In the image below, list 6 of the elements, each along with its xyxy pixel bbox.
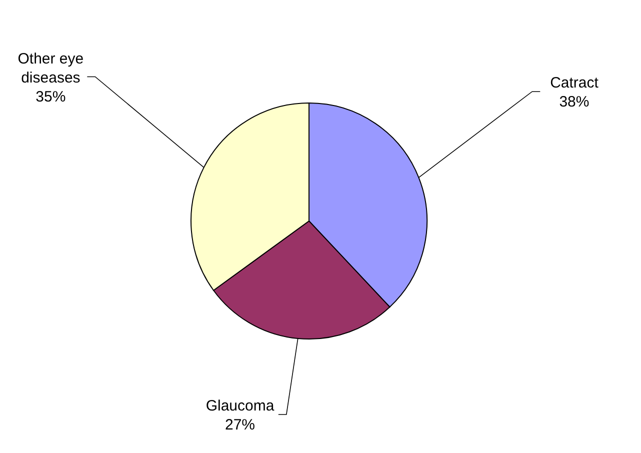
slice-label: Other eye diseases bbox=[18, 50, 84, 87]
data-label: 27% bbox=[225, 416, 256, 434]
data-label: 35% bbox=[36, 88, 66, 106]
data-label: 38% bbox=[559, 94, 590, 111]
slice-label: Glaucoma bbox=[206, 397, 275, 414]
slice-label: Catract bbox=[550, 74, 600, 92]
